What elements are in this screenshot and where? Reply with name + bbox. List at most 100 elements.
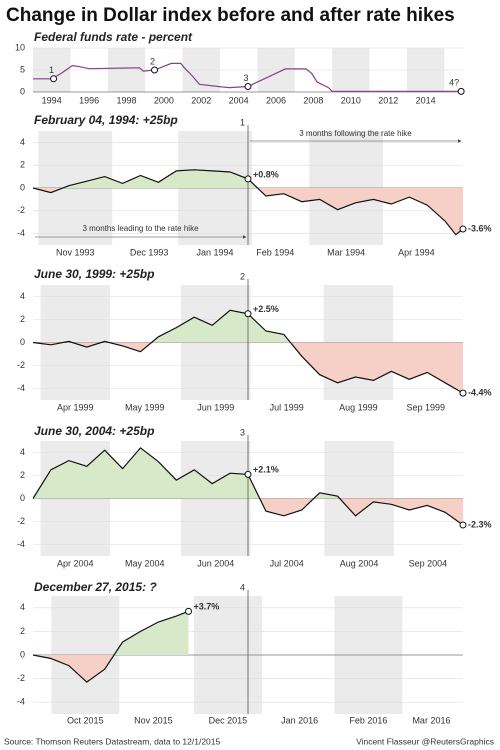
- title: Change in Dollar index before and after …: [6, 5, 455, 26]
- y-tick-label: 2: [20, 470, 25, 480]
- y-tick-label: 0: [20, 86, 25, 96]
- y-tick-label: 4: [20, 602, 25, 612]
- panel-subtitle: June 30, 2004: +25bp: [34, 424, 154, 438]
- area-negative: [33, 342, 463, 394]
- line: [32, 610, 189, 683]
- marker: [244, 83, 252, 90]
- marker: [459, 225, 467, 233]
- x-tick-label: 2002: [191, 95, 211, 105]
- hike-number: 2: [240, 271, 245, 281]
- x-tick-label: 1996: [79, 95, 99, 105]
- area-positive: [33, 447, 463, 499]
- value-label: +0.8%: [253, 169, 279, 179]
- panel-subtitle: February 04, 1994: +25bp: [34, 113, 178, 127]
- y-tick-label: 0: [20, 182, 25, 192]
- panel-subtitle: Federal funds rate - percent: [34, 30, 193, 44]
- x-tick-label: Sep 1999: [406, 402, 445, 412]
- y-tick-label: 2: [20, 160, 25, 170]
- x-tick-label: Nov 2015: [134, 715, 173, 725]
- y-tick-label: -4: [17, 539, 25, 549]
- x-tick-label: 2004: [229, 95, 249, 105]
- x-tick-label: 2006: [266, 95, 286, 105]
- marker-label: 1: [49, 65, 54, 75]
- marker: [459, 389, 467, 397]
- x-tick-label: Feb 2016: [349, 715, 387, 725]
- y-tick-label: -4: [17, 697, 25, 707]
- hike-number: 3: [240, 427, 245, 437]
- value-label: -4.4%: [468, 387, 492, 397]
- x-tick-label: Jan 1994: [197, 247, 234, 257]
- area-negative: [33, 655, 189, 683]
- y-tick-label: 0: [20, 337, 25, 347]
- y-tick-label: 0: [20, 493, 25, 503]
- y-tick-label: -2: [17, 673, 25, 683]
- x-tick-label: Jul 2004: [270, 558, 304, 568]
- value-label: +2.1%: [253, 465, 279, 475]
- x-tick-label: Aug 1999: [339, 402, 378, 412]
- x-tick-label: 1998: [116, 95, 136, 105]
- x-tick-label: Apr 2004: [57, 558, 94, 568]
- hike-number: 1: [240, 117, 245, 127]
- note-before: 3 months leading to the rate hike: [82, 224, 199, 233]
- value-label: -2.3%: [468, 519, 492, 529]
- y-tick-label: -4: [17, 228, 25, 238]
- value-label: +2.5%: [253, 304, 279, 314]
- y-tick-label: 2: [20, 626, 25, 636]
- marker-label: 2: [150, 56, 155, 66]
- x-tick-label: 1994: [42, 95, 62, 105]
- y-tick-label: 2: [20, 314, 25, 324]
- marker: [244, 470, 252, 478]
- y-tick-label: 4: [20, 291, 25, 301]
- x-tick-label: Jul 1999: [270, 402, 304, 412]
- x-tick-label: Aug 2004: [340, 558, 379, 568]
- panel-subtitle: December 27, 2015: ?: [34, 580, 157, 594]
- y-tick-label: 10: [15, 42, 25, 52]
- marker: [151, 66, 159, 74]
- x-tick-label: Jun 1999: [197, 402, 234, 412]
- credit: Vincent Flasseur @ReutersGraphics: [356, 736, 494, 746]
- marker: [244, 175, 252, 183]
- marker: [244, 310, 252, 318]
- area-negative: [33, 188, 463, 235]
- x-tick-label: 2012: [378, 95, 398, 105]
- x-tick-label: Dec 1993: [130, 247, 169, 257]
- marker: [50, 75, 58, 83]
- y-tick-label: 4: [20, 137, 25, 147]
- x-tick-label: Nov 1993: [56, 247, 95, 257]
- y-tick-label: -2: [17, 205, 25, 215]
- y-tick-label: -2: [17, 516, 25, 526]
- x-tick-label: Dec 2015: [209, 715, 248, 725]
- value-label: +3.7%: [194, 602, 220, 612]
- x-tick-label: 2010: [341, 95, 361, 105]
- x-tick-label: Oct 2015: [67, 715, 104, 725]
- note-after: 3 months following the rate hike: [299, 129, 412, 138]
- x-tick-label: Apr 1999: [57, 402, 94, 412]
- area-negative: [33, 498, 463, 525]
- area-positive: [33, 611, 189, 655]
- x-tick-label: Feb 1994: [256, 247, 294, 257]
- marker: [459, 521, 467, 529]
- y-tick-label: 4: [20, 447, 25, 457]
- value-label: -3.6%: [468, 223, 492, 233]
- x-tick-label: 2014: [416, 95, 436, 105]
- x-tick-label: 2000: [154, 95, 174, 105]
- source: Source: Thomson Reuters Datastream, data…: [4, 736, 221, 746]
- hike-number: 4: [240, 582, 245, 592]
- x-tick-label: Jun 2004: [197, 558, 234, 568]
- line: [33, 62, 462, 92]
- marker: [457, 87, 465, 95]
- x-tick-label: Mar 1994: [327, 247, 365, 257]
- x-tick-label: 2008: [303, 95, 323, 105]
- marker: [185, 607, 193, 615]
- y-tick-label: -4: [17, 383, 25, 393]
- y-tick-label: 5: [20, 64, 25, 74]
- line: [32, 169, 464, 236]
- x-tick-label: May 1999: [125, 402, 165, 412]
- panel-subtitle: June 30, 1999: +25bp: [34, 267, 154, 281]
- x-tick-label: May 2004: [125, 558, 165, 568]
- x-tick-label: Sep 2004: [409, 558, 448, 568]
- marker-label: 4?: [449, 78, 459, 88]
- marker-label: 3: [243, 73, 248, 83]
- x-tick-label: Apr 1994: [398, 247, 435, 257]
